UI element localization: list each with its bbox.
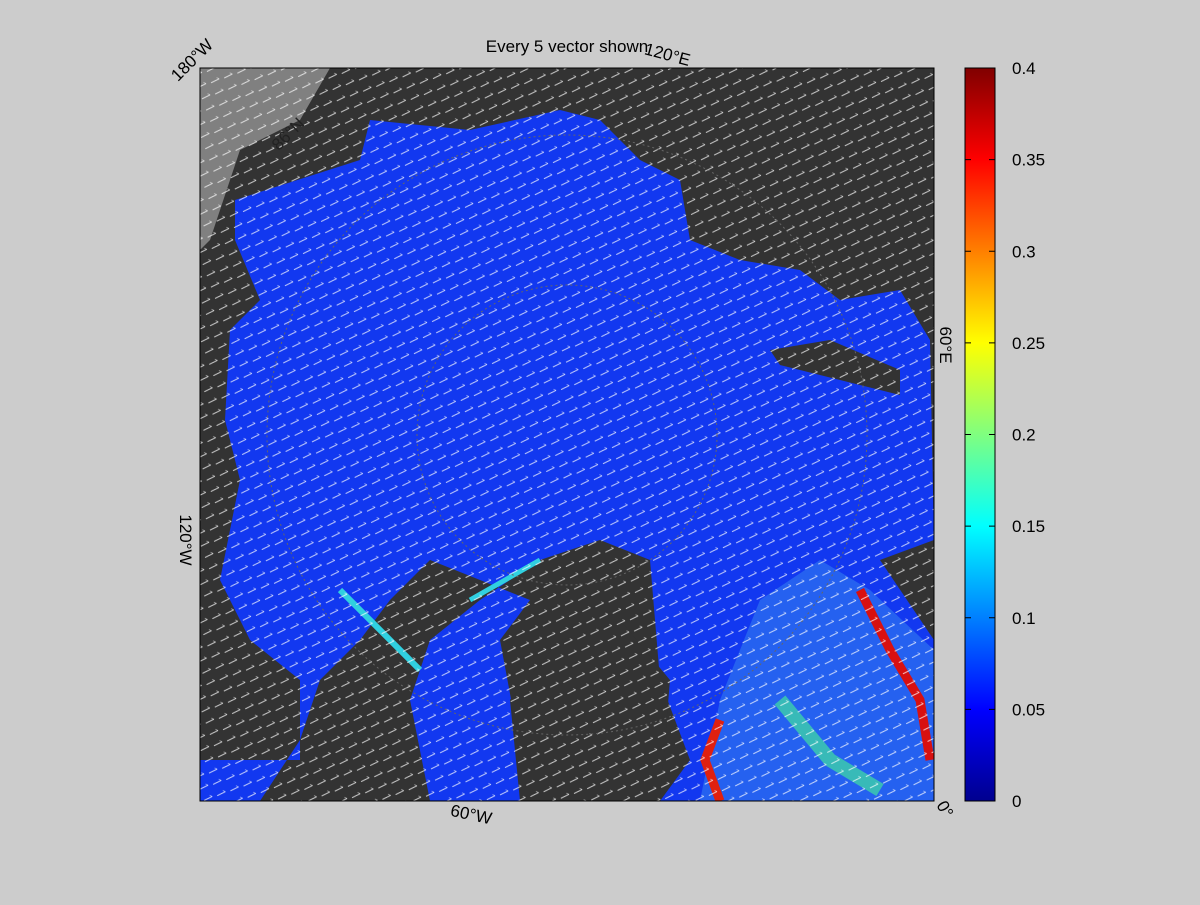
colorbar-tick-label: 0.4 <box>1012 59 1036 78</box>
colorbar-tick-label: 0.2 <box>1012 426 1036 445</box>
map-frame <box>199 67 935 802</box>
lon-label: 60°W <box>449 801 494 828</box>
map-area <box>200 68 934 801</box>
colorbar-tick-label: 0.25 <box>1012 334 1045 353</box>
graticule <box>416 284 718 586</box>
colorbar-tick-label: 0.05 <box>1012 700 1045 719</box>
lon-label: 0° <box>932 797 957 821</box>
graticule <box>266 134 868 736</box>
colorbar-tick-label: 0.3 <box>1012 242 1036 261</box>
vector-field <box>200 68 934 801</box>
lon-label: 120°W <box>176 514 195 565</box>
lon-label: 120°E <box>642 39 692 69</box>
colorbar-tick-label: 0.35 <box>1012 151 1045 170</box>
colorbar-tick-label: 0.15 <box>1012 517 1045 536</box>
colorbar-tick-label: 0.1 <box>1012 609 1036 628</box>
map-title: Every 5 vector shown <box>486 37 649 56</box>
lon-label: 60°E <box>936 326 955 363</box>
colorbar-tick-label: 0 <box>1012 792 1021 811</box>
